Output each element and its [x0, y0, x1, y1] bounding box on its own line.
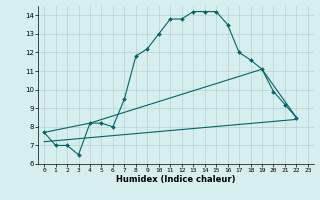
X-axis label: Humidex (Indice chaleur): Humidex (Indice chaleur)	[116, 175, 236, 184]
